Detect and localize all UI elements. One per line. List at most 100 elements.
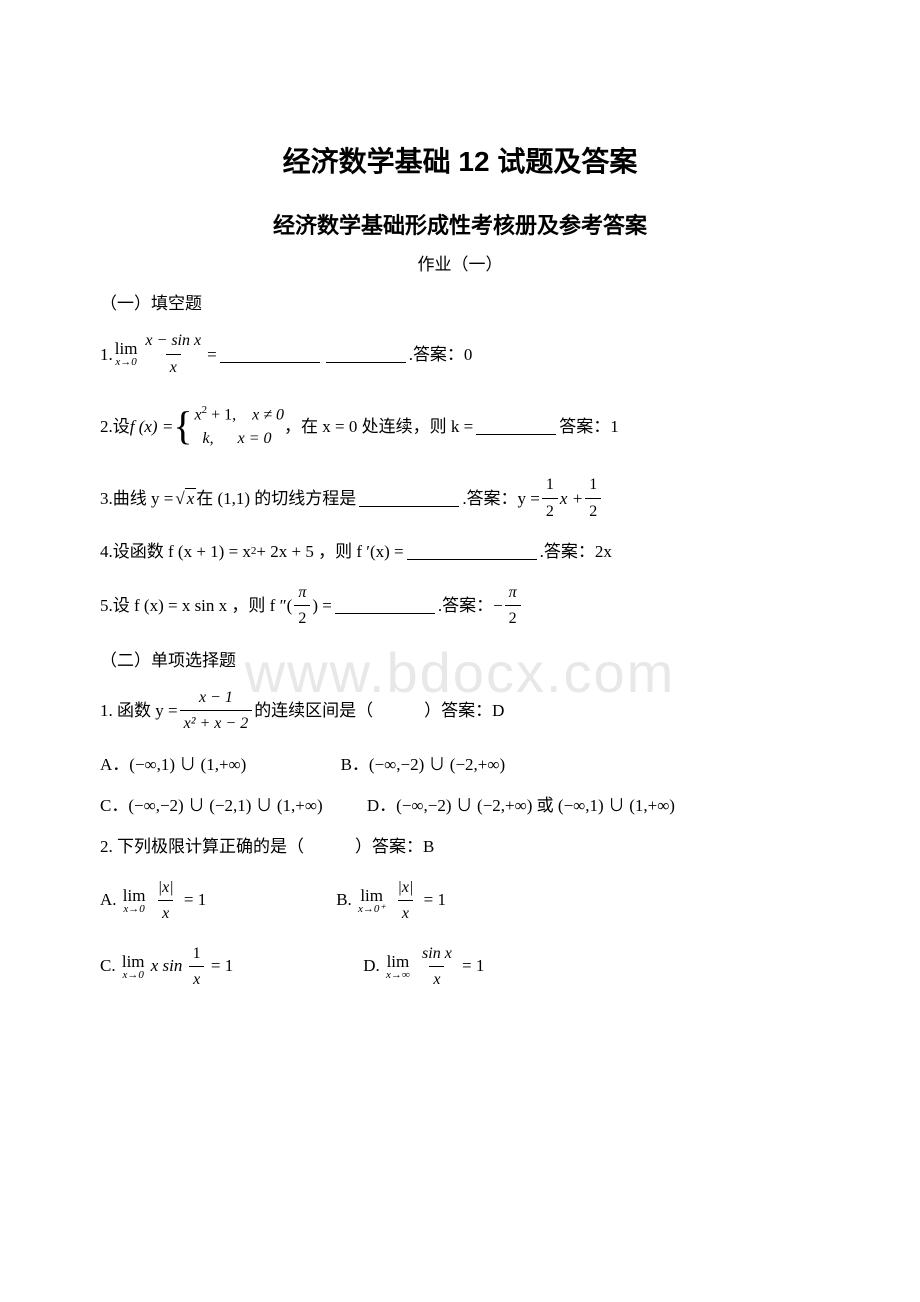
q3f2n: 1 [585, 472, 601, 498]
q2-blank [476, 418, 556, 435]
c2B-lim: lim x→0⁺ [358, 887, 385, 915]
q2-row2: k, x = 0 [195, 427, 285, 451]
c2Cp: = 1 [211, 956, 233, 975]
question-1: 1. lim x→0 x − sin x x = .答案：0 [100, 328, 820, 380]
c2Cpre: C. [100, 956, 116, 975]
c2Cd: x [189, 966, 204, 993]
q3-frac1: 1 2 [542, 472, 558, 524]
c2B-frac: |x| x [394, 875, 418, 927]
c2-q: 2. 下列极限计算正确的是（ ）答案：B [100, 833, 434, 860]
lim-sub: x→0 [115, 357, 136, 368]
c2-row-ab: A. lim x→0 |x| x = 1 B. lim x→0⁺ |x| x =… [100, 875, 820, 927]
c1d18: x² + x − 2 [180, 710, 253, 737]
c2Dlt: lim [387, 953, 410, 970]
question-4: 4.设函数 f (x + 1) = x2 + 2x + 5 ，则 f ′(x) … [100, 538, 820, 565]
sub-title: 经济数学基础形成性考核册及参考答案 [100, 208, 820, 240]
c2Dlb: x→∞ [386, 970, 410, 981]
choice-heading: （二）单项选择题 [100, 646, 820, 671]
c2Bp: = 1 [424, 890, 446, 909]
c2Blt: lim [360, 887, 383, 904]
c2Alb: x→0 [123, 904, 144, 915]
c2Clt: lim [122, 953, 145, 970]
q3-pre: 3.曲线 y = [100, 485, 173, 512]
c2D-lim: lim x→∞ [386, 953, 410, 981]
choice-1: 1. 函数 y = x − 1 x² + x − 2 的连续区间是（ ）答案：D [100, 685, 820, 737]
q3-plus: x + [560, 485, 583, 512]
q2-brace: { x2 + 1, x ≠ 0 k, x = 0 [173, 394, 284, 458]
c2-opt-a: A. lim x→0 |x| x = 1 [100, 875, 206, 927]
q1-blank2 [326, 346, 406, 363]
q5pn: π [294, 580, 310, 606]
c2Bpre: B. [336, 890, 352, 909]
c2C-frac: 1 x [189, 941, 205, 993]
q4-pre: 4.设函数 f (x + 1) = x [100, 538, 251, 565]
q3f2d: 2 [585, 498, 601, 525]
c1-pre: 1. 函数 y = [100, 697, 178, 724]
q5-pre: 5.设 f (x) = x sin x ，则 f ″( [100, 592, 292, 619]
q4-answer: .答案：2x [540, 538, 612, 565]
c1-mid: 的连续区间是（ ）答案：D [254, 697, 504, 724]
question-3: 3.曲线 y = x 在 (1,1) 的切线方程是 .答案：y = 1 2 x … [100, 472, 820, 524]
q1-idx: 1. [100, 341, 113, 368]
q5ad: 2 [505, 605, 521, 632]
q3-blank [359, 490, 459, 507]
c1-opt-a: A．(−∞,1) ∪ (1,+∞) [100, 751, 246, 778]
q1-answer: .答案：0 [409, 341, 473, 368]
c2-row-cd: C. lim x→0 x sin 1 x = 1 D. lim x→∞ sin … [100, 941, 820, 993]
c1-opts-ab: A．(−∞,1) ∪ (1,+∞) B．(−∞,−2) ∪ (−2,+∞) [100, 751, 820, 778]
c2An: |x| [154, 875, 178, 901]
c2-opt-b: B. lim x→0⁺ |x| x = 1 [336, 875, 446, 927]
q2r1b: + 1, [207, 406, 236, 423]
choice-2: 2. 下列极限计算正确的是（ ）答案：B [100, 833, 820, 860]
question-5: 5.设 f (x) = x sin x ，则 f ″( π 2 ) = .答案：… [100, 580, 820, 632]
sqrt-icon: x [173, 485, 196, 512]
q1-den: x [166, 354, 181, 381]
q2-mid: ，在 x = 0 处连续，则 k = [284, 413, 473, 440]
q1-eq: = [207, 341, 217, 368]
work-title: 作业（一） [100, 250, 820, 275]
q3-post1: .答案：y = [462, 485, 540, 512]
q1-lim: lim x→0 [115, 340, 138, 368]
fill-heading: （一）填空题 [100, 289, 820, 314]
c1-opt-c: C．(−∞,−2) ∪ (−2,1) ∪ (1,+∞) [100, 792, 323, 819]
c1-opt-b: B．(−∞,−2) ∪ (−2,+∞) [341, 751, 506, 778]
document-content: 经济数学基础 12 试题及答案 经济数学基础形成性考核册及参考答案 作业（一） … [100, 140, 820, 993]
q5pd: 2 [294, 605, 310, 632]
c1-opt-d: D．(−∞,−2) ∪ (−2,+∞) 或 (−∞,1) ∪ (1,+∞) [367, 792, 675, 819]
q4-blank [407, 543, 537, 560]
q2r1c: x ≠ 0 [252, 406, 284, 423]
c2-opt-d: D. lim x→∞ sin x x = 1 [363, 941, 484, 993]
q3f1d: 2 [542, 498, 558, 525]
c2Dpre: D. [363, 956, 380, 975]
q2-pre: 2.设 [100, 413, 130, 440]
q2-answer: 答案：1 [559, 413, 619, 440]
c2D-frac: sin x x [418, 941, 456, 993]
q3f1n: 1 [542, 472, 558, 498]
q5-frac-arg: π 2 [294, 580, 310, 632]
c1-opts-cd: C．(−∞,−2) ∪ (−2,1) ∪ (1,+∞) D．(−∞,−2) ∪ … [100, 792, 820, 819]
q5-blank [335, 597, 435, 614]
c2Cmid: x sin [151, 956, 187, 975]
c2Cn: 1 [189, 941, 205, 967]
q2r2a: k, [203, 430, 214, 447]
q2-fx: f (x) = [130, 413, 174, 440]
c2Dn: sin x [418, 941, 456, 967]
q4-mid: + 2x + 5 ，则 f ′(x) = [256, 538, 403, 565]
q2-row1: x2 + 1, x ≠ 0 [195, 402, 285, 427]
brace-body: x2 + 1, x ≠ 0 k, x = 0 [195, 402, 285, 451]
q1-blank1 [220, 346, 320, 363]
c2A-lim: lim x→0 [123, 887, 146, 915]
q3-mid: 在 (1,1) 的切线方程是 [196, 485, 356, 512]
q5-frac-ans: π 2 [505, 580, 521, 632]
q2r2b: x = 0 [238, 430, 272, 447]
c1n: x − 1 [195, 685, 237, 711]
c2C-lim: lim x→0 [122, 953, 145, 981]
c2Ad: x [158, 900, 173, 927]
c2Apre: A. [100, 890, 117, 909]
c2Ap: = 1 [184, 890, 206, 909]
c2-opt-c: C. lim x→0 x sin 1 x = 1 [100, 941, 233, 993]
q3-rad: x [185, 488, 197, 508]
question-2: 2.设 f (x) = { x2 + 1, x ≠ 0 k, x = 0 ，在 … [100, 394, 820, 458]
q5-post: .答案：− [438, 592, 503, 619]
c2Dp: = 1 [462, 956, 484, 975]
